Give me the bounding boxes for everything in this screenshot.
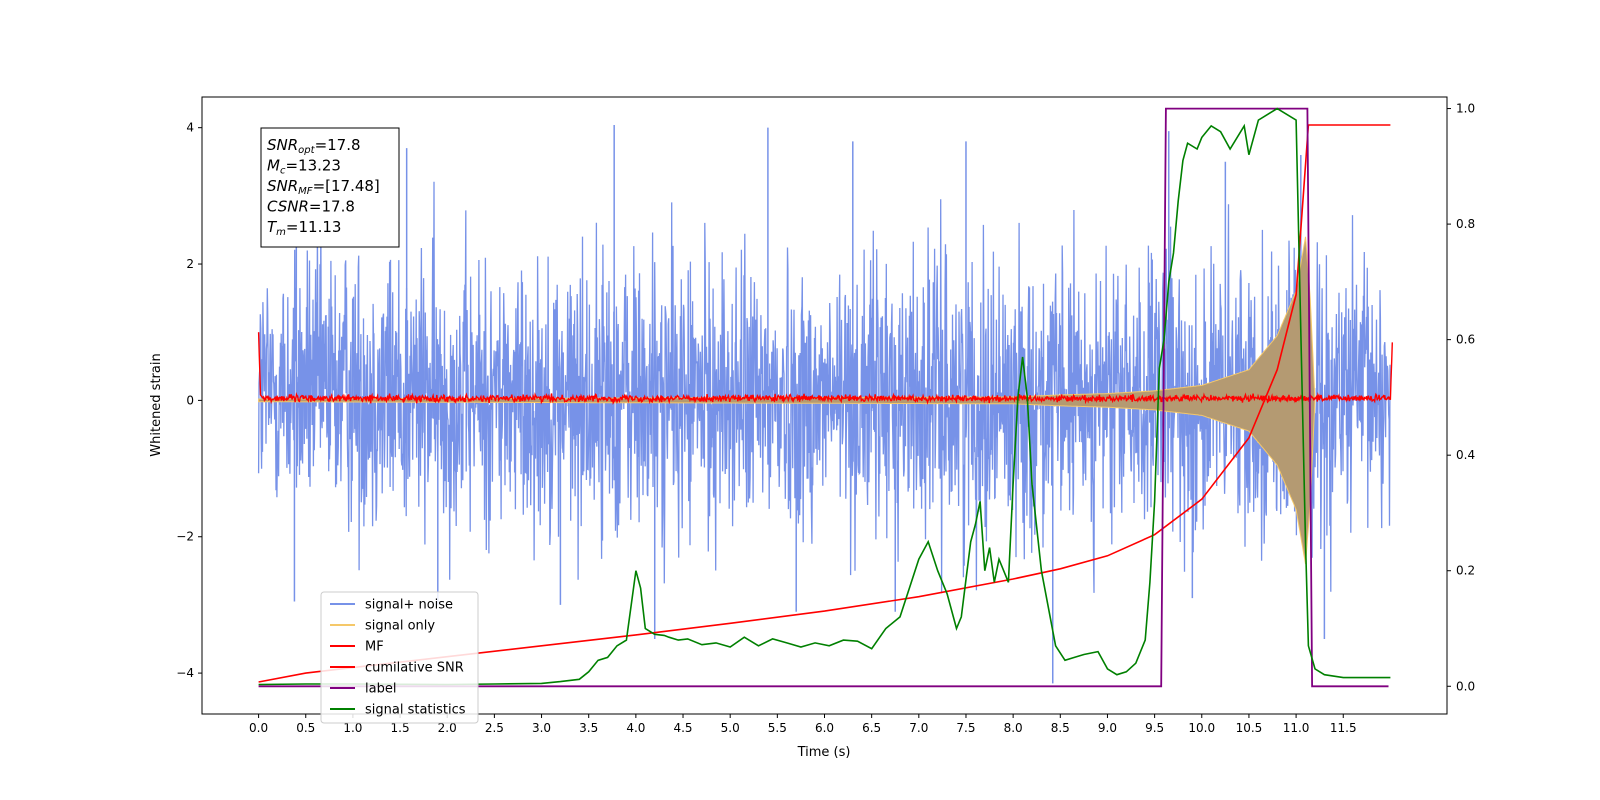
signal-statistics-line (258, 107, 1391, 686)
legend-label: MF (365, 640, 384, 655)
x-tick-label: 11.5 (1330, 721, 1357, 735)
x-tick-label: 10.0 (1188, 721, 1215, 735)
y-tick-label: −4 (176, 666, 194, 680)
y2-tick-label: 0.6 (1456, 333, 1475, 347)
legend-label: label (365, 682, 396, 697)
x-tick-label: 9.5 (1145, 721, 1164, 735)
x-tick-label: 5.0 (721, 721, 740, 735)
x-tick-label: 2.0 (438, 721, 457, 735)
x-tick-label: 4.5 (673, 721, 692, 735)
y-axis-label: Whitened strain (149, 353, 164, 456)
y2-tick-label: 0.8 (1456, 217, 1475, 231)
x-tick-label: 2.5 (485, 721, 504, 735)
x-tick-label: 8.0 (1004, 721, 1023, 735)
x-tick-label: 5.5 (768, 721, 787, 735)
y-tick-label: 0 (186, 393, 194, 407)
annotation-line: CSNR=17.8 (267, 198, 355, 216)
annotation-line: SNRopt=17.8 (267, 136, 361, 156)
legend-label: cumilative SNR (365, 661, 464, 676)
x-tick-label: 10.5 (1236, 721, 1263, 735)
x-axis-label: Time (s) (797, 745, 851, 760)
x-tick-label: 7.0 (909, 721, 928, 735)
y-tick-label: 2 (186, 257, 194, 271)
x-tick-label: 9.0 (1098, 721, 1117, 735)
axes: 0.0 0.5 1.0 1.5 2.0 2.5 3.0 3.5 4.0 4.5 5.0 5.5 6.0 6… (176, 102, 1475, 735)
label-line (258, 107, 1389, 688)
legend-label: signal statistics (365, 703, 466, 718)
y2-tick-label: 0.2 (1456, 564, 1475, 578)
x-tick-label: 3.0 (532, 721, 551, 735)
x-tick-label: 1.0 (343, 721, 362, 735)
x-tick-label: 11.0 (1283, 721, 1310, 735)
x-tick-label: 0.5 (296, 721, 315, 735)
x-tick-label: 3.5 (579, 721, 598, 735)
x-tick-label: 7.5 (956, 721, 975, 735)
legend-label: signal only (365, 619, 435, 634)
x-tick-label: 8.5 (1051, 721, 1070, 735)
x-tick-label: 4.0 (626, 721, 645, 735)
annotation-line: Tm=11.13 (267, 218, 341, 238)
y-tick-label: −2 (176, 530, 194, 544)
x-tick-label: 0.0 (249, 721, 268, 735)
x-tick-label: 1.5 (391, 721, 410, 735)
stats-annotation-box: SNRopt=17.8Mc=13.23SNRMF=[17.48]CSNR=17.… (260, 127, 400, 248)
legend-label: signal+ noise (365, 598, 453, 613)
y2-tick-label: 1.0 (1456, 102, 1475, 116)
y-tick-label: 4 (186, 121, 194, 135)
legend: signal+ noise signal only MF cumilative SNR… (320, 591, 479, 724)
x-tick-label: 6.5 (862, 721, 881, 735)
signal-noise-line (257, 181, 1392, 594)
y2-tick-label: 0.4 (1456, 448, 1475, 462)
y2-tick-label: 0.0 (1456, 679, 1475, 693)
x-tick-label: 6.0 (815, 721, 834, 735)
annotation-line: SNRMF=[17.48] (267, 177, 380, 197)
annotation-line: Mc=13.23 (267, 157, 341, 177)
mf-line (257, 332, 1393, 405)
